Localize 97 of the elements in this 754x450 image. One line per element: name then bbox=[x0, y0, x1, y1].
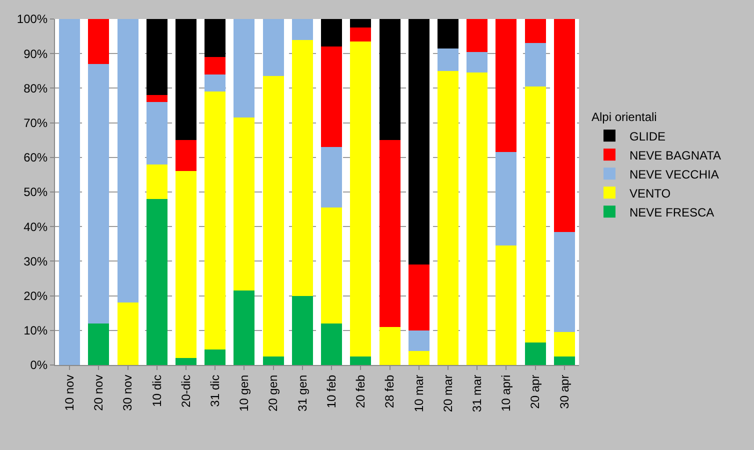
bar bbox=[438, 70, 458, 365]
bar bbox=[466, 72, 488, 365]
y-tick-label: 90% bbox=[24, 46, 48, 61]
bar bbox=[321, 46, 342, 148]
bar bbox=[379, 140, 400, 327]
bar bbox=[262, 356, 284, 365]
y-tick-label: 50% bbox=[24, 185, 48, 200]
x-tick-label: 10 apri bbox=[499, 374, 514, 412]
bar bbox=[496, 152, 517, 246]
x-tick-label: 10 gen bbox=[237, 374, 252, 412]
bar bbox=[554, 356, 575, 365]
bar bbox=[379, 19, 400, 140]
bar bbox=[408, 19, 430, 265]
y-tick-label: 10% bbox=[24, 324, 48, 338]
bar bbox=[321, 147, 342, 208]
x-tick-label: 20 gen bbox=[266, 374, 280, 412]
x-tick-label: 20 mar bbox=[440, 374, 455, 412]
bar bbox=[496, 246, 517, 365]
x-tick-label: 30 nov bbox=[120, 374, 135, 411]
x-tick-label: 31 dic bbox=[208, 374, 222, 407]
x-tick-label: 20 nov bbox=[92, 374, 106, 411]
bar bbox=[204, 19, 226, 58]
bar bbox=[524, 19, 546, 44]
bar bbox=[379, 326, 400, 365]
bar bbox=[292, 296, 313, 365]
bar bbox=[524, 342, 546, 365]
bar bbox=[350, 41, 372, 356]
y-tick-label: 20% bbox=[24, 289, 48, 303]
bar bbox=[176, 171, 196, 358]
legend-label: GLIDE bbox=[629, 129, 666, 144]
bar bbox=[146, 95, 168, 102]
bar bbox=[146, 102, 168, 164]
bar bbox=[350, 28, 372, 42]
y-tick-label: 60% bbox=[24, 150, 48, 165]
bar bbox=[321, 323, 342, 365]
bar bbox=[176, 140, 196, 172]
x-tick-label: 31 mar bbox=[470, 374, 484, 412]
bar bbox=[117, 302, 138, 365]
bar bbox=[204, 92, 226, 350]
y-tick-label: 40% bbox=[24, 220, 48, 234]
bar bbox=[524, 43, 546, 86]
x-tick-label: 10 nov bbox=[62, 374, 76, 411]
x-tick-label: 31 gen bbox=[295, 374, 310, 412]
bar bbox=[88, 64, 110, 324]
legend-label: NEVE FRESCA bbox=[629, 205, 714, 220]
bar bbox=[524, 86, 546, 343]
x-tick-label: 28 feb bbox=[382, 374, 397, 408]
bar bbox=[292, 19, 313, 40]
bar bbox=[262, 19, 284, 76]
bar bbox=[408, 264, 430, 330]
bar bbox=[408, 330, 430, 352]
bar bbox=[146, 198, 168, 365]
bar bbox=[117, 19, 138, 303]
bar bbox=[496, 19, 517, 152]
bar bbox=[234, 290, 255, 365]
bar bbox=[234, 118, 255, 291]
bar bbox=[350, 19, 372, 28]
bar bbox=[88, 323, 110, 365]
bar bbox=[466, 52, 488, 73]
bar bbox=[292, 40, 313, 296]
bar bbox=[408, 351, 430, 365]
x-tick-label: 10 feb bbox=[324, 374, 338, 408]
bar bbox=[438, 48, 458, 71]
x-tick-label: 20 feb bbox=[354, 374, 368, 408]
bar bbox=[146, 19, 168, 96]
bar bbox=[176, 19, 196, 140]
bar bbox=[466, 19, 488, 52]
legend-title: Alpi orientali bbox=[591, 110, 657, 124]
bar bbox=[204, 57, 226, 74]
legend-label: VENTO bbox=[629, 186, 671, 200]
x-tick-label: 20 apr bbox=[528, 374, 542, 409]
y-tick-label: 0% bbox=[30, 358, 48, 372]
bar bbox=[59, 19, 80, 365]
bar bbox=[88, 19, 110, 64]
y-tick-label: 30% bbox=[24, 254, 48, 268]
bar bbox=[262, 76, 284, 356]
y-tick-label: 100% bbox=[16, 12, 48, 26]
bar bbox=[554, 232, 575, 332]
bar bbox=[554, 332, 575, 356]
bar bbox=[350, 356, 372, 365]
y-tick-label: 70% bbox=[24, 116, 48, 130]
bar bbox=[234, 19, 255, 118]
bar bbox=[204, 349, 226, 365]
x-tick-label: 30 apr bbox=[557, 374, 572, 409]
y-tick-label: 80% bbox=[24, 81, 48, 96]
x-tick-label: 10 dic bbox=[150, 374, 164, 407]
bar bbox=[176, 358, 196, 365]
bar bbox=[321, 19, 342, 47]
bar bbox=[204, 74, 226, 92]
legend-label: NEVE VECCHIA bbox=[629, 167, 719, 182]
x-tick-label: 10 mar bbox=[412, 374, 426, 412]
legend-label: NEVE BAGNATA bbox=[629, 148, 722, 162]
bar bbox=[554, 19, 575, 232]
bar bbox=[321, 208, 342, 324]
bar bbox=[438, 19, 458, 48]
x-tick-label: 20-dic bbox=[178, 374, 193, 408]
bar bbox=[146, 164, 168, 199]
